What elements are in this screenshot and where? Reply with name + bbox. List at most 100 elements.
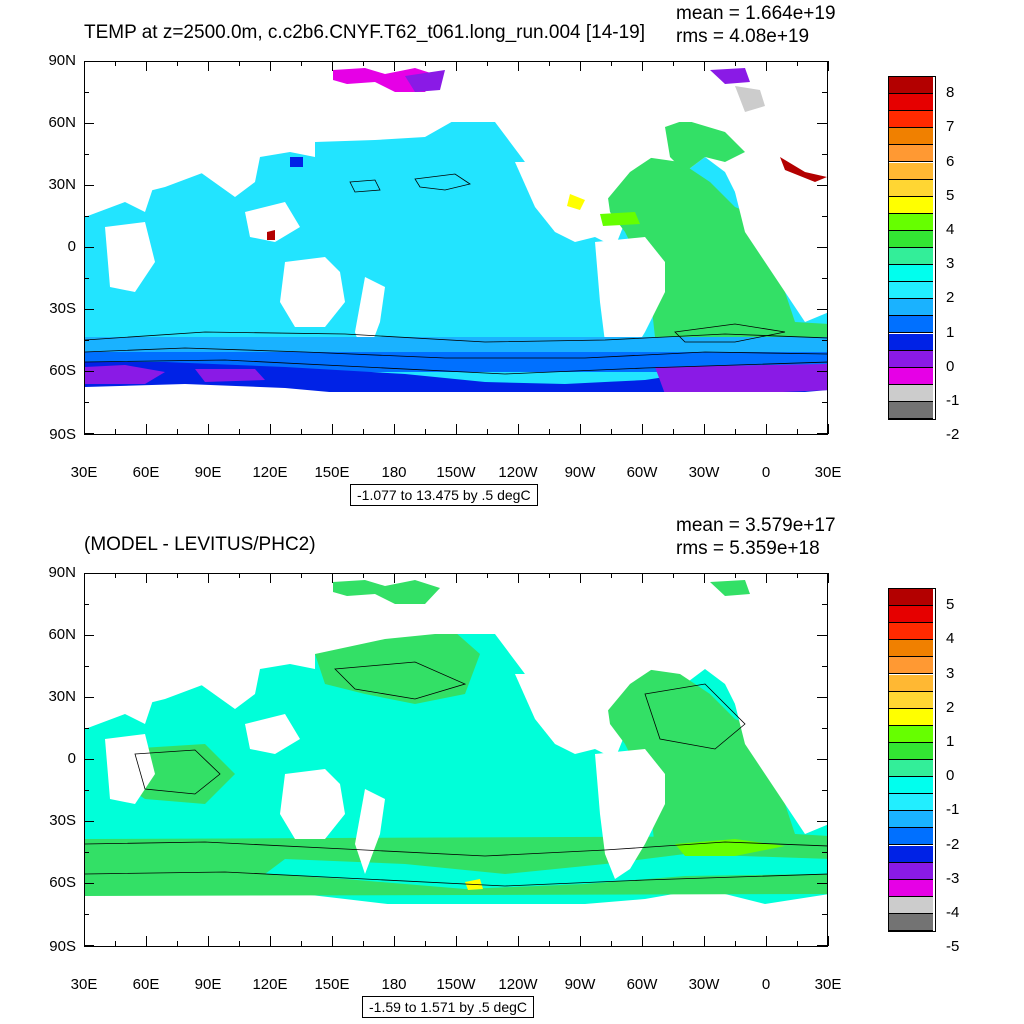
axis-tick [822, 340, 827, 341]
bottom-lon-90e: 90E [194, 976, 222, 993]
atlantic-warm-region [605, 157, 827, 362]
axis-tick [332, 424, 333, 434]
colorbar-swatch [889, 401, 933, 419]
axis-tick [822, 154, 827, 155]
colorbar-swatch [889, 725, 933, 743]
top-lat-30n: 30N [48, 176, 76, 193]
axis-tick [766, 424, 767, 434]
top-lat-90s: 90S [49, 426, 76, 443]
bottom-title: (MODEL - LEVITUS/PHC2) [84, 534, 316, 555]
caribbean-green [600, 212, 640, 226]
southern-cyan-band [265, 854, 827, 889]
axis-tick [673, 61, 674, 66]
colorbar-swatch [889, 94, 933, 112]
axis-tick [84, 309, 94, 310]
axis-tick [822, 852, 827, 853]
axis-tick [797, 429, 798, 434]
bottom-lat-90s: 90S [49, 938, 76, 955]
top-colorbar [888, 76, 936, 420]
bottom-lon-120e: 120E [252, 976, 288, 993]
axis-tick [84, 821, 94, 822]
axis-tick [84, 340, 89, 341]
axis-tick [828, 573, 829, 583]
bottom-mean: mean = 3.579e+17 [676, 515, 836, 536]
axis-tick [84, 728, 89, 729]
diff-africa-land [735, 684, 827, 834]
axis-tick [487, 429, 488, 434]
colorbar-swatch [889, 367, 933, 385]
axis-tick [208, 936, 209, 946]
axis-tick [487, 941, 488, 946]
axis-tick [549, 429, 550, 434]
axis-tick [115, 941, 116, 946]
axis-tick [115, 61, 116, 66]
axis-tick [797, 941, 798, 946]
axis-tick [456, 61, 457, 71]
axis-tick [363, 61, 364, 66]
australia-land [280, 257, 345, 327]
colorbar-label: 2 [946, 698, 955, 716]
axis-tick [580, 936, 581, 946]
axis-tick [822, 278, 827, 279]
axis-tick [822, 728, 827, 729]
axis-tick [518, 424, 519, 434]
north-america-land [505, 120, 660, 222]
axis-tick [817, 61, 827, 62]
diff-antarctica-land [85, 904, 827, 946]
axis-tick [239, 429, 240, 434]
axis-tick [817, 433, 827, 434]
greenland-gray [735, 86, 765, 112]
axis-tick [363, 429, 364, 434]
axis-tick [177, 573, 178, 578]
bottom-lat-30n: 30N [48, 688, 76, 705]
colorbar-label: 1 [946, 732, 955, 750]
bottom-lat-60s: 60S [49, 874, 76, 891]
colorbar-label: -4 [946, 903, 960, 921]
axis-tick [177, 429, 178, 434]
axis-tick [817, 635, 827, 636]
axis-tick [301, 941, 302, 946]
axis-tick [84, 604, 89, 605]
diff-greenland-green [710, 580, 750, 596]
diff-south-america-land [595, 749, 665, 879]
axis-tick [456, 424, 457, 434]
axis-tick [84, 92, 89, 93]
axis-tick [642, 936, 643, 946]
colorbar-swatch [889, 384, 933, 402]
colorbar-swatch [889, 265, 933, 283]
colorbar-swatch [889, 640, 933, 658]
bottom-lat-30s: 30S [49, 812, 76, 829]
axis-tick [642, 424, 643, 434]
axis-tick [549, 941, 550, 946]
bottom-lon-180: 180 [381, 976, 407, 993]
bottom-range-label: -1.59 to 1.571 by .5 degC [362, 996, 534, 1018]
axis-tick [673, 429, 674, 434]
axis-tick [642, 61, 643, 71]
colorbar-swatch [889, 828, 933, 846]
colorbar-swatch [889, 760, 933, 778]
axis-tick [301, 61, 302, 66]
top-panel: TEMP at z=2500.0m, c.c2b6.CNYF.T62_t061.… [48, 3, 959, 506]
diff-arctic-green [333, 580, 440, 604]
axis-tick [766, 936, 767, 946]
top-lon-120e: 120E [252, 464, 288, 481]
axis-tick [425, 61, 426, 66]
colorbar-label: 4 [946, 630, 955, 648]
diff-madagascar-land [105, 734, 155, 804]
top-map-field [85, 62, 827, 434]
axis-tick [84, 185, 94, 186]
colorbar-swatch [889, 111, 933, 129]
colorbar-swatch [889, 333, 933, 351]
colorbar-label: 0 [946, 767, 955, 785]
colorbar-label: 0 [946, 357, 955, 375]
top-range-label: -1.077 to 13.475 by .5 degC [350, 484, 538, 506]
axis-tick [270, 936, 271, 946]
axis-tick [580, 424, 581, 434]
bottom-lon-150e: 150E [314, 976, 350, 993]
axis-tick [332, 61, 333, 71]
bottom-map-field [85, 574, 827, 946]
axis-tick [822, 604, 827, 605]
axis-tick [797, 573, 798, 578]
colorbar-swatch [889, 179, 933, 197]
colorbar-swatch [889, 128, 933, 146]
